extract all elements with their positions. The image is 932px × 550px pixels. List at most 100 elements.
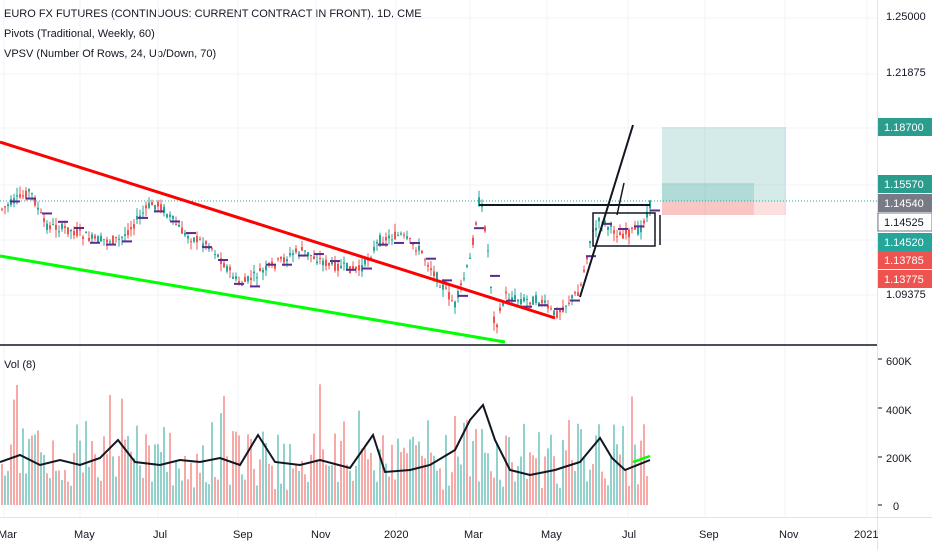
volume-bar [439,468,441,505]
volume-bar [514,481,516,505]
volume-indicator-label[interactable]: Vol (8) [4,359,36,371]
stop-zone[interactable] [662,201,786,215]
volume-bar [175,460,177,505]
volume-bar [487,453,489,505]
candle [70,229,72,232]
volume-bar [145,434,147,505]
volume-bar [442,489,444,505]
candle [394,231,396,240]
volume-bar [253,468,255,505]
volume-bar [622,425,624,505]
volume-bar [493,477,495,505]
candle [157,201,159,207]
volume-bar [565,450,567,505]
candle [187,236,189,239]
volume-bar [421,455,423,505]
volume-bar [73,453,75,505]
candle [445,287,447,289]
target-zone-inner[interactable] [662,183,754,201]
volume-bar [577,423,579,505]
candles[interactable] [1,186,651,334]
candle [448,292,450,300]
target-zone[interactable] [662,127,786,201]
candle [511,297,513,301]
candle [73,231,75,236]
candle [352,266,354,270]
pivot-mark [250,285,260,288]
volume-green-line[interactable] [632,454,651,464]
price-badge-13785[interactable]: 1.13785 [878,251,932,269]
volume-bar [409,439,411,505]
volume-bar [292,468,294,505]
volume-bar [481,429,483,505]
candle [385,236,387,241]
candle [175,223,177,225]
stop-zone-inner[interactable] [662,201,754,215]
candle [475,222,477,225]
candle [121,236,123,238]
volume-bar [94,454,96,505]
volume-bar [286,489,288,505]
candle [409,238,411,240]
time-label-nov-2020: Nov [779,529,799,541]
candle [295,248,297,253]
volume-bar [34,434,36,505]
volume-bar [88,466,90,505]
candle [406,236,408,239]
time-label-jul-2020: Jul [622,529,636,541]
pivot-mark [234,282,244,285]
price-badge-15570[interactable]: 1.15570 [878,175,932,193]
candle [205,241,207,245]
volume-bar [256,485,258,505]
volume-bar [460,464,462,505]
pivot-mark [442,279,452,282]
candle [160,204,162,211]
candle [610,223,612,227]
candle [637,225,639,235]
volume-bar [532,455,534,505]
volume-bar [400,452,402,505]
candle [598,217,600,222]
candle [397,234,399,236]
candle [583,269,585,272]
price-badge-14520[interactable]: 1.14520 [878,233,932,251]
projection-line[interactable] [579,124,634,298]
volume-bar [22,428,24,505]
volume-bar [298,471,300,505]
candle [283,257,285,263]
volume-bar [415,445,417,505]
candle [181,227,183,234]
pivots-indicator-label[interactable]: Pivots (Traditional, Weekly, 60) [4,28,155,40]
candle [226,266,228,272]
price-badge-14525[interactable]: 1.14525 [877,212,932,232]
candle [223,263,225,268]
volume-bar [469,476,471,505]
pivot-mark [154,210,164,213]
candle [502,302,504,306]
volume-bar [10,444,12,505]
price-badge-18700[interactable]: 1.18700 [878,118,932,136]
price-badge-13775[interactable]: 1.13775 [878,270,932,288]
candle [523,297,525,302]
projection-line-2[interactable] [616,182,625,216]
candle [571,295,573,299]
pivot-mark [522,305,532,308]
red-trendline[interactable] [0,140,556,320]
candle [271,261,273,264]
volume-bar [247,434,249,505]
candle [535,295,537,303]
vpsv-indicator-label[interactable]: VPSV (Number Of Rows, 24, Up/Down, 70) [4,48,217,60]
candle [337,263,339,271]
volume-bar [106,453,108,505]
consolidation-box[interactable] [592,212,656,247]
volume-bar [343,421,345,505]
volume-bar [79,440,81,505]
volume-bar [616,444,618,505]
price-badge-14540[interactable]: 1.14540 [878,194,932,212]
volume-bar [250,438,252,505]
volume-bar [115,476,117,505]
vol-tick-0: 0 [893,501,899,513]
volume-bar [232,431,234,505]
green-trendline[interactable] [0,254,506,344]
